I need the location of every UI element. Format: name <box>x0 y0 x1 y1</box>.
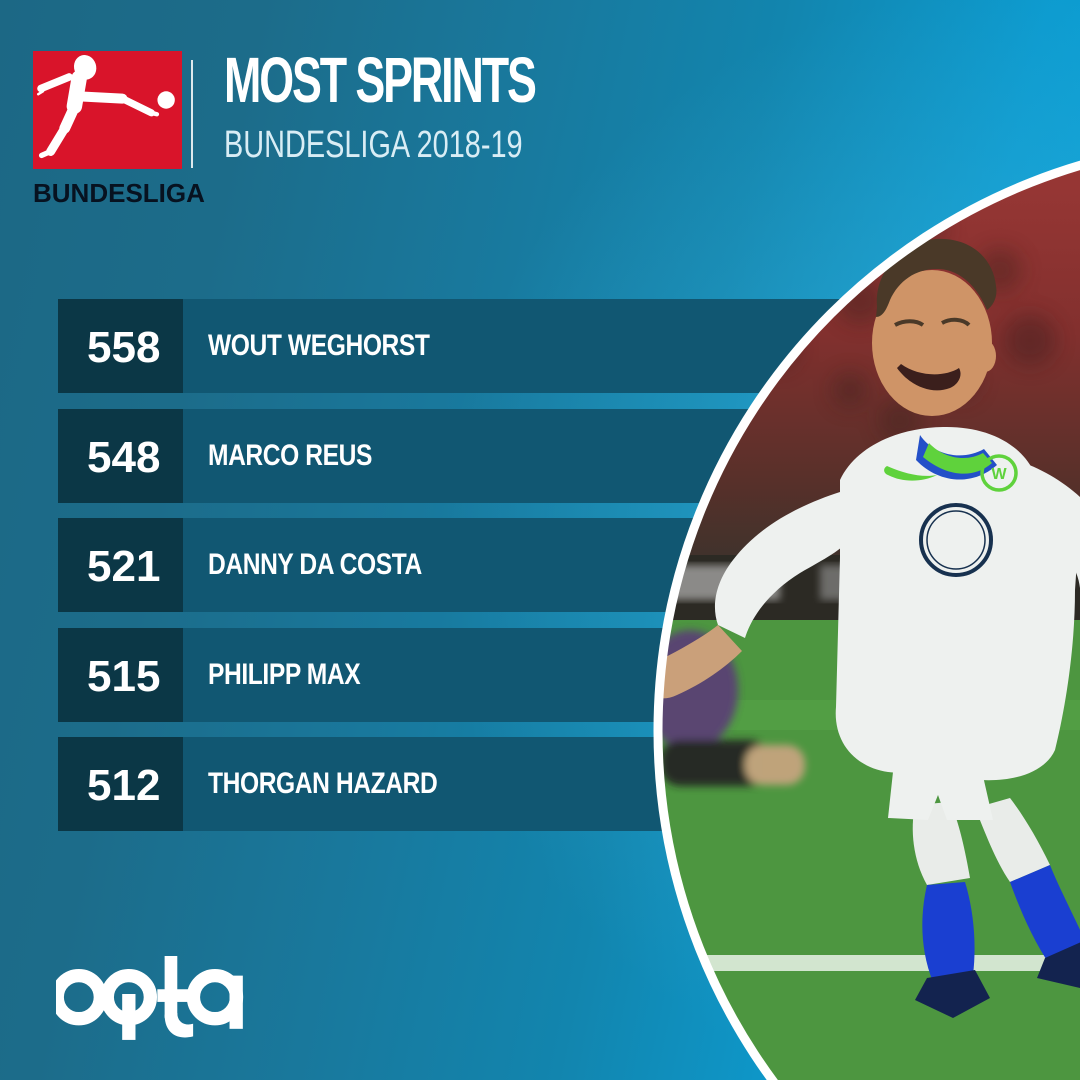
svg-text:W: W <box>991 466 1007 483</box>
